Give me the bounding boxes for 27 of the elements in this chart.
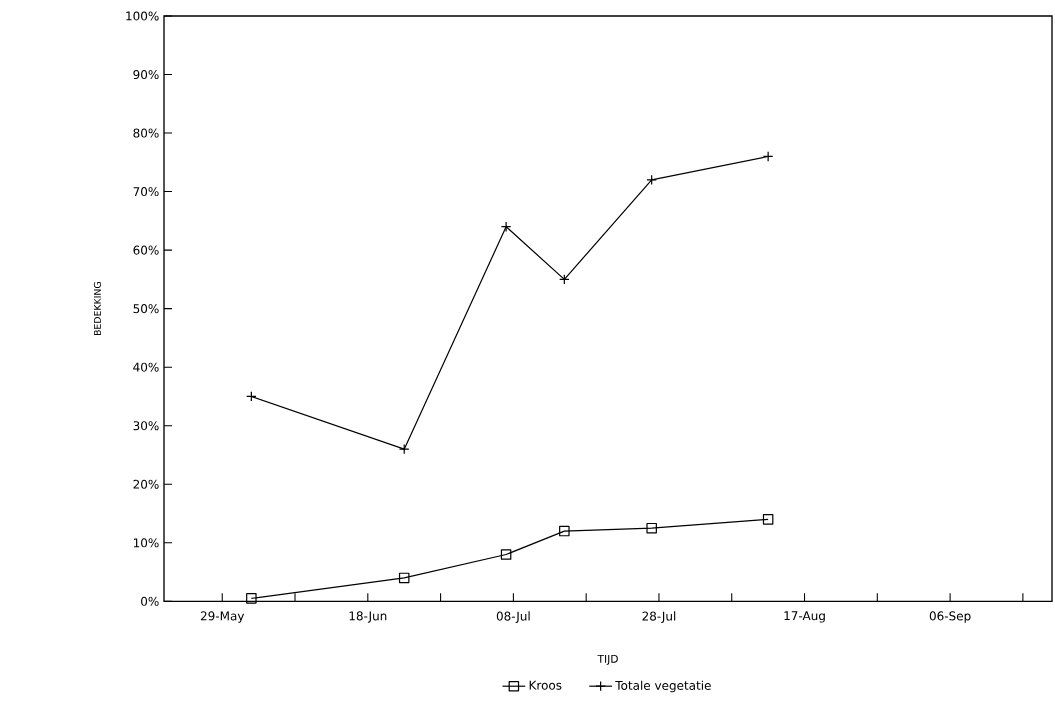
point (246, 593, 257, 604)
legend-label: Kroos (529, 680, 562, 690)
y-axis-title: BEDEKKING (93, 282, 101, 336)
y-tick-label: 10% (133, 538, 159, 548)
y-tick-label: 80% (133, 128, 159, 138)
y-tick-label: 40% (133, 362, 159, 372)
y-tick-label: 90% (133, 69, 159, 80)
y-tick-label: 20% (133, 479, 159, 489)
x-tick-label: 17-Aug (784, 611, 825, 623)
y-tick-label: 50% (133, 304, 159, 314)
y-tick-label: 100% (126, 11, 159, 21)
point (500, 549, 512, 560)
point (762, 514, 774, 525)
y-tick-label: 70% (133, 187, 159, 197)
y-tick-label: 60% (133, 245, 159, 255)
point (398, 572, 410, 584)
x-tick-label: 29-May (200, 611, 245, 623)
legend-label: Totale vegetatie (615, 680, 711, 693)
x-tick-label: 28-Jul (642, 611, 676, 623)
x-tick-label: 18-Jun (349, 611, 387, 623)
x-tick-label: 06-Sep (929, 611, 971, 623)
point (646, 522, 657, 534)
x-axis-title: TIJD (597, 654, 618, 665)
y-tick-label: 0% (141, 596, 159, 606)
point (559, 525, 570, 537)
y-tick-label: 30% (133, 421, 159, 431)
x-tick-label: 08-Jul (496, 611, 530, 623)
